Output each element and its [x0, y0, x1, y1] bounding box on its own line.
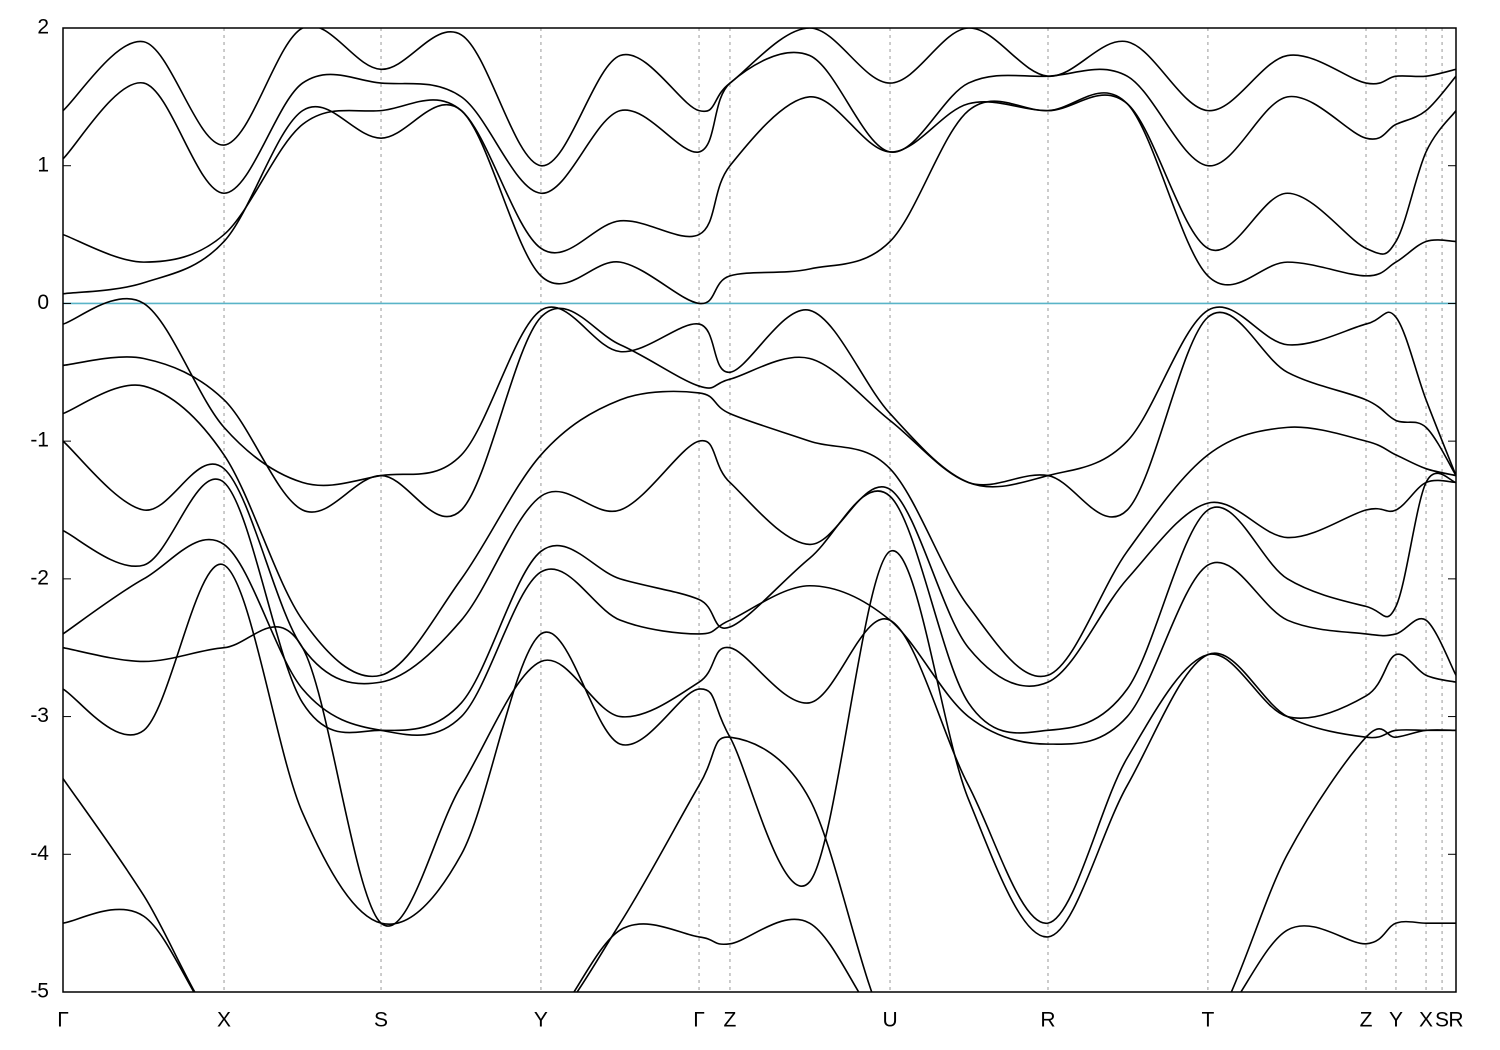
band-line [63, 384, 1456, 678]
x-tick-label: Y [1389, 1009, 1403, 1032]
band-line [63, 297, 1456, 488]
x-tick-label: Γ [57, 1009, 69, 1032]
y-tick-label: 2 [37, 16, 49, 39]
y-tick-label: -1 [30, 429, 49, 452]
band-line [63, 550, 1456, 938]
x-tick-label: X [1419, 1009, 1433, 1032]
y-tick-label: 1 [37, 153, 49, 176]
x-tick-label: S [374, 1009, 388, 1032]
x-tick-label: U [882, 1009, 897, 1032]
x-tick-label: X [217, 1009, 231, 1032]
x-tick-label: R [1448, 1009, 1463, 1032]
band-line [63, 94, 1456, 263]
x-tick-label: R [1040, 1009, 1055, 1032]
x-tick-label: S [1435, 1009, 1449, 1032]
band-layer [63, 28, 1456, 992]
x-tick-label: T [1201, 1009, 1214, 1032]
band-line [63, 908, 1456, 992]
band-line [63, 28, 1456, 167]
y-tick-label: -5 [30, 980, 49, 1003]
band-line [63, 51, 1456, 195]
x-tick-label: Z [724, 1009, 737, 1032]
y-tick-label: 0 [37, 291, 49, 314]
y-tick-label: -3 [30, 704, 49, 727]
grid-layer [223, 28, 1443, 992]
plot-frame [62, 27, 1457, 993]
band-line [63, 92, 1456, 305]
band-line [63, 617, 1456, 927]
band-line [63, 472, 1456, 734]
band-line [63, 538, 1456, 745]
x-tick-label: Γ [693, 1009, 705, 1032]
x-tick-label: Y [534, 1009, 548, 1032]
band-line [63, 439, 1456, 687]
band-line [63, 728, 1456, 992]
x-tick-label: Z [1360, 1009, 1373, 1032]
y-tick-label: -4 [30, 842, 49, 865]
y-tick-label: -2 [30, 566, 49, 589]
band-line [63, 307, 1456, 518]
